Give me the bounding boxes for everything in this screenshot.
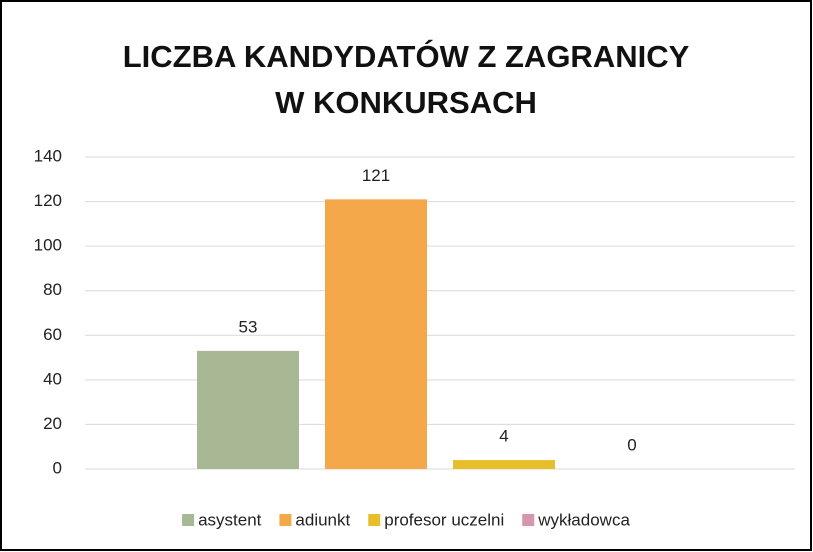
chart-title: LICZBA KANDYDATÓW Z ZAGRANICY W KONKURSA… <box>122 39 690 120</box>
bar <box>325 199 427 470</box>
data-label: 4 <box>499 427 508 446</box>
legend-label: adiunkt <box>295 510 350 529</box>
legend-label: asystent <box>198 510 262 529</box>
y-tick-label: 20 <box>43 414 62 433</box>
legend-swatch <box>522 514 535 526</box>
y-tick-label: 0 <box>53 458 62 477</box>
bar <box>453 460 555 469</box>
legend-swatch <box>182 514 195 526</box>
legend-swatch <box>368 514 381 526</box>
y-tick-label: 100 <box>34 236 62 255</box>
y-tick-label: 40 <box>43 369 62 388</box>
legend-label: profesor uczelni <box>384 510 504 529</box>
data-label: 53 <box>239 317 258 336</box>
legend-swatch <box>279 514 292 526</box>
legend-label: wykładowca <box>537 510 630 529</box>
y-tick-label: 120 <box>34 191 62 210</box>
data-label: 0 <box>627 435 636 454</box>
y-tick-label: 80 <box>43 280 62 299</box>
data-label: 121 <box>362 166 390 185</box>
y-tick-label: 60 <box>43 325 62 344</box>
y-tick-label: 140 <box>34 146 62 165</box>
bar <box>197 350 299 469</box>
